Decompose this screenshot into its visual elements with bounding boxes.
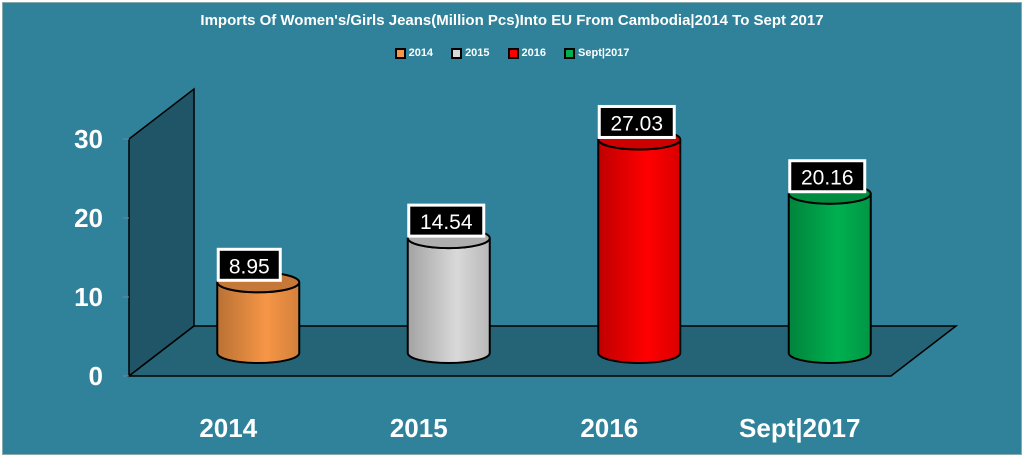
- bar-body: [787, 193, 872, 364]
- legend-item: 2016: [507, 47, 547, 59]
- data-label: 8.95: [229, 255, 270, 278]
- bar-3: 20.16: [787, 159, 872, 364]
- legend-label: 2015: [465, 47, 490, 59]
- x-tick-label: 2014: [199, 413, 257, 443]
- x-tick-label: Sept|2017: [739, 413, 860, 443]
- data-label-box: [597, 104, 676, 139]
- data-label: 14.54: [420, 211, 473, 234]
- legend-item: 2014: [394, 47, 434, 59]
- legend-label: 2014: [408, 47, 434, 59]
- bar-0: 8.95: [216, 247, 301, 364]
- chart-title: Imports Of Women's/Girls Jeans(Million P…: [200, 12, 824, 29]
- data-label-box: [407, 203, 486, 238]
- bar-body: [406, 237, 491, 364]
- plot-area: 0 10 20 30 8.95 2014 14.54 2015 27.03 2016 20.16 Se…: [74, 87, 959, 443]
- data-label: 27.03: [610, 112, 663, 135]
- data-label-box: [788, 159, 867, 194]
- bar-body: [216, 282, 301, 364]
- legend-swatch: [507, 47, 519, 59]
- legend-item: Sept|2017: [564, 47, 629, 59]
- floor: [126, 325, 959, 377]
- y-tick-label: 30: [74, 124, 103, 154]
- y-tick-label: 20: [74, 203, 103, 233]
- legend-label: 2016: [521, 47, 547, 59]
- bar-2: 27.03: [597, 104, 682, 364]
- legend: 2014 2015 2016 Sept|2017: [3, 47, 1021, 59]
- data-label: 20.16: [801, 167, 854, 190]
- legend-label: Sept|2017: [578, 47, 630, 59]
- legend-swatch: [451, 47, 463, 59]
- y-tick-label: 10: [74, 282, 103, 312]
- y-tick-label: 0: [89, 361, 103, 391]
- x-tick-label: 2015: [390, 413, 448, 443]
- legend-swatch: [564, 47, 576, 59]
- x-tick-label: 2016: [580, 413, 638, 443]
- data-label-box: [216, 247, 282, 282]
- bar-1: 14.54: [406, 203, 491, 364]
- legend-item: 2015: [451, 47, 490, 59]
- legend-swatch: [394, 47, 406, 59]
- bar-body: [597, 139, 682, 364]
